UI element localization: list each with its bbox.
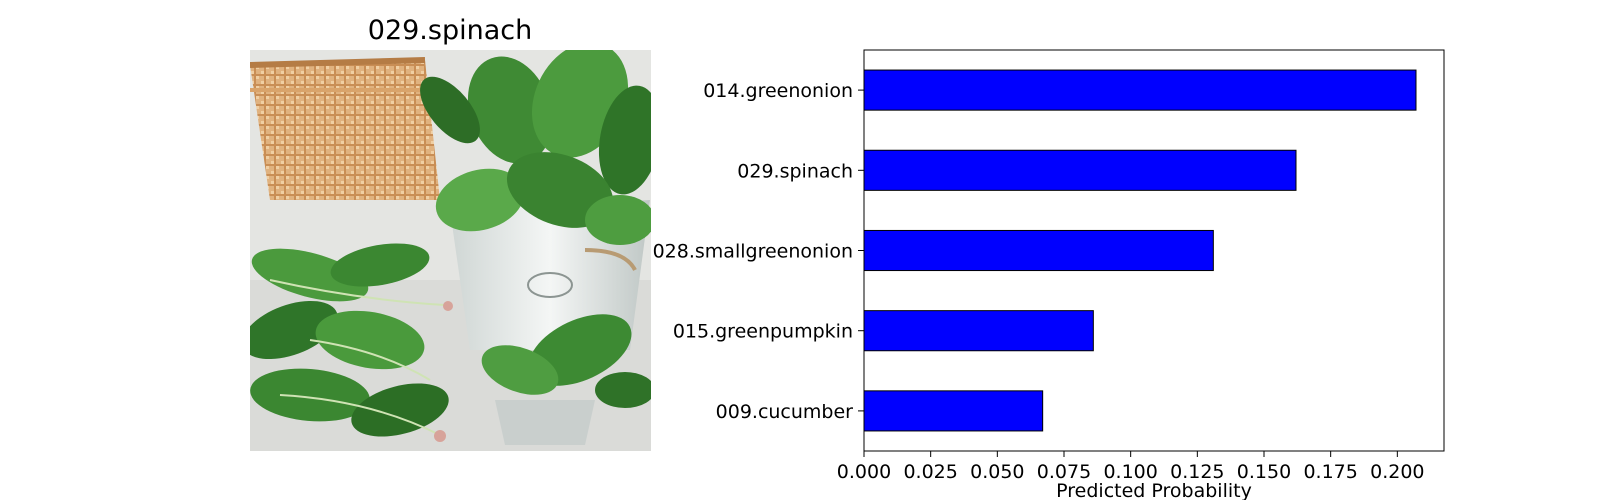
bar-015.greenpumpkin xyxy=(863,310,1094,352)
x-tick-label: 0.100 xyxy=(1103,461,1157,483)
x-tick-label: 0.200 xyxy=(1370,461,1424,483)
bar-029.spinach xyxy=(863,149,1297,191)
bar-009.cucumber xyxy=(863,390,1044,432)
x-axis-label: Predicted Probability xyxy=(1056,480,1252,500)
bar-028.smallgreenonion xyxy=(863,229,1214,272)
y-tick-label: 029.spinach xyxy=(737,160,853,182)
y-tick-label: 009.cucumber xyxy=(716,401,854,423)
x-tick-label: 0.025 xyxy=(903,461,957,483)
x-tick-label: 0.175 xyxy=(1303,461,1357,483)
y-tick-label: 014.greenonion xyxy=(703,80,853,102)
y-tick-label: 015.greenpumpkin xyxy=(673,321,853,343)
spinach-photo xyxy=(250,50,651,451)
x-tick-label: 0.150 xyxy=(1237,461,1291,483)
x-tick-label: 0.050 xyxy=(970,461,1024,483)
x-tick-label: 0.125 xyxy=(1170,461,1224,483)
bar-014.greenonion xyxy=(863,69,1417,111)
x-tick-label: 0.075 xyxy=(1037,461,1091,483)
y-tick-label: 028.smallgreenonion xyxy=(653,241,853,263)
x-tick-label: 0.000 xyxy=(837,461,891,483)
image-title: 029.spinach xyxy=(367,15,533,46)
